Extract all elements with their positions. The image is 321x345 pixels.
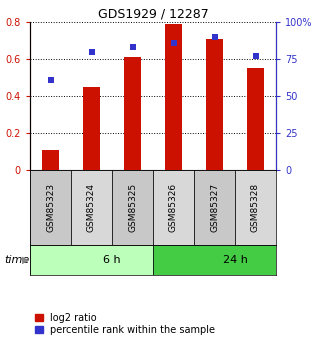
Point [253, 53, 258, 59]
Text: GSM85324: GSM85324 [87, 183, 96, 232]
Text: GSM85326: GSM85326 [169, 183, 178, 232]
Point [89, 49, 94, 55]
Bar [153, 170, 194, 245]
Text: GSM85325: GSM85325 [128, 183, 137, 232]
Legend: log2 ratio, percentile rank within the sample: log2 ratio, percentile rank within the s… [35, 313, 215, 335]
Point [212, 34, 217, 40]
Bar [247, 68, 264, 170]
Bar [194, 170, 235, 245]
Text: GSM85327: GSM85327 [210, 183, 219, 232]
Bar [112, 170, 153, 245]
Bar [124, 57, 141, 170]
Bar [235, 170, 276, 245]
Bar [42, 150, 59, 170]
Point [48, 77, 53, 82]
Bar [30, 170, 71, 245]
Point [171, 40, 176, 46]
Text: ▶: ▶ [22, 255, 30, 265]
Title: GDS1929 / 12287: GDS1929 / 12287 [98, 8, 208, 21]
Text: 24 h: 24 h [222, 255, 247, 265]
Point [130, 45, 135, 50]
Text: 6 h: 6 h [103, 255, 121, 265]
Bar [71, 170, 112, 245]
Text: GSM85323: GSM85323 [46, 183, 55, 232]
Bar [206, 39, 223, 170]
Text: time: time [4, 255, 29, 265]
Bar [165, 24, 182, 170]
Bar [30, 245, 153, 275]
Text: GSM85328: GSM85328 [251, 183, 260, 232]
Bar [153, 245, 276, 275]
Bar [83, 87, 100, 170]
